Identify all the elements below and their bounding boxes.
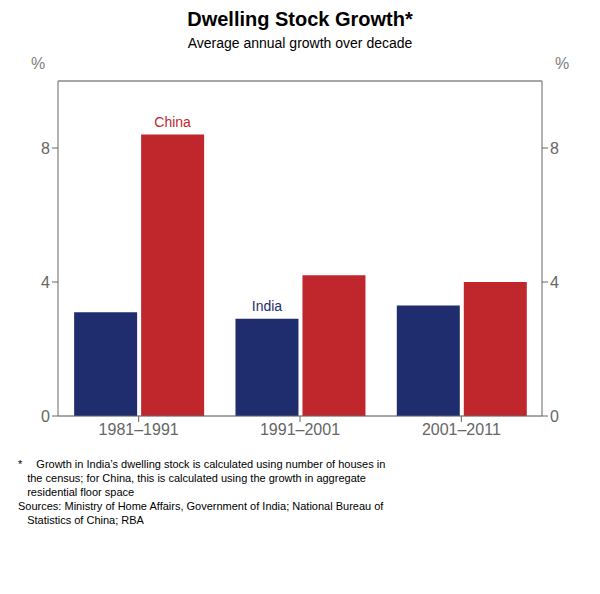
svg-text:China: China <box>154 114 191 130</box>
svg-text:0: 0 <box>550 408 559 425</box>
svg-text:4: 4 <box>41 274 50 291</box>
html-text:Statistics of China; RBA: Statistics of China; RBA <box>18 514 144 526</box>
svg-text:1981–1991: 1981–1991 <box>99 421 179 438</box>
svg-text:8: 8 <box>41 140 50 157</box>
html-text:* Growth in India’s dwelling s: * Growth in India’s dwelling stock is ca… <box>18 458 386 470</box>
html-text:Dwelling Stock Growth*: Dwelling Stock Growth* <box>187 8 413 30</box>
svg-text:%: % <box>31 55 45 72</box>
svg-text:1991–2001: 1991–2001 <box>260 421 340 438</box>
svg-text:%: % <box>555 55 569 72</box>
html-text:Average annual growth over dec: Average annual growth over decade <box>187 35 413 51</box>
svg-text:4: 4 <box>550 274 559 291</box>
svg-text:0: 0 <box>41 408 50 425</box>
html-text:residential floor space: residential floor space <box>18 486 135 498</box>
html-text:the census; for China, this is: the census; for China, this is calculate… <box>18 472 366 484</box>
html-text:Sources: Ministry of Home Affa: Sources: Ministry of Home Affairs, Gover… <box>18 500 384 512</box>
svg-text:India: India <box>252 298 283 314</box>
svg-text:2001–2011: 2001–2011 <box>422 421 501 438</box>
svg-text:8: 8 <box>550 140 559 157</box>
